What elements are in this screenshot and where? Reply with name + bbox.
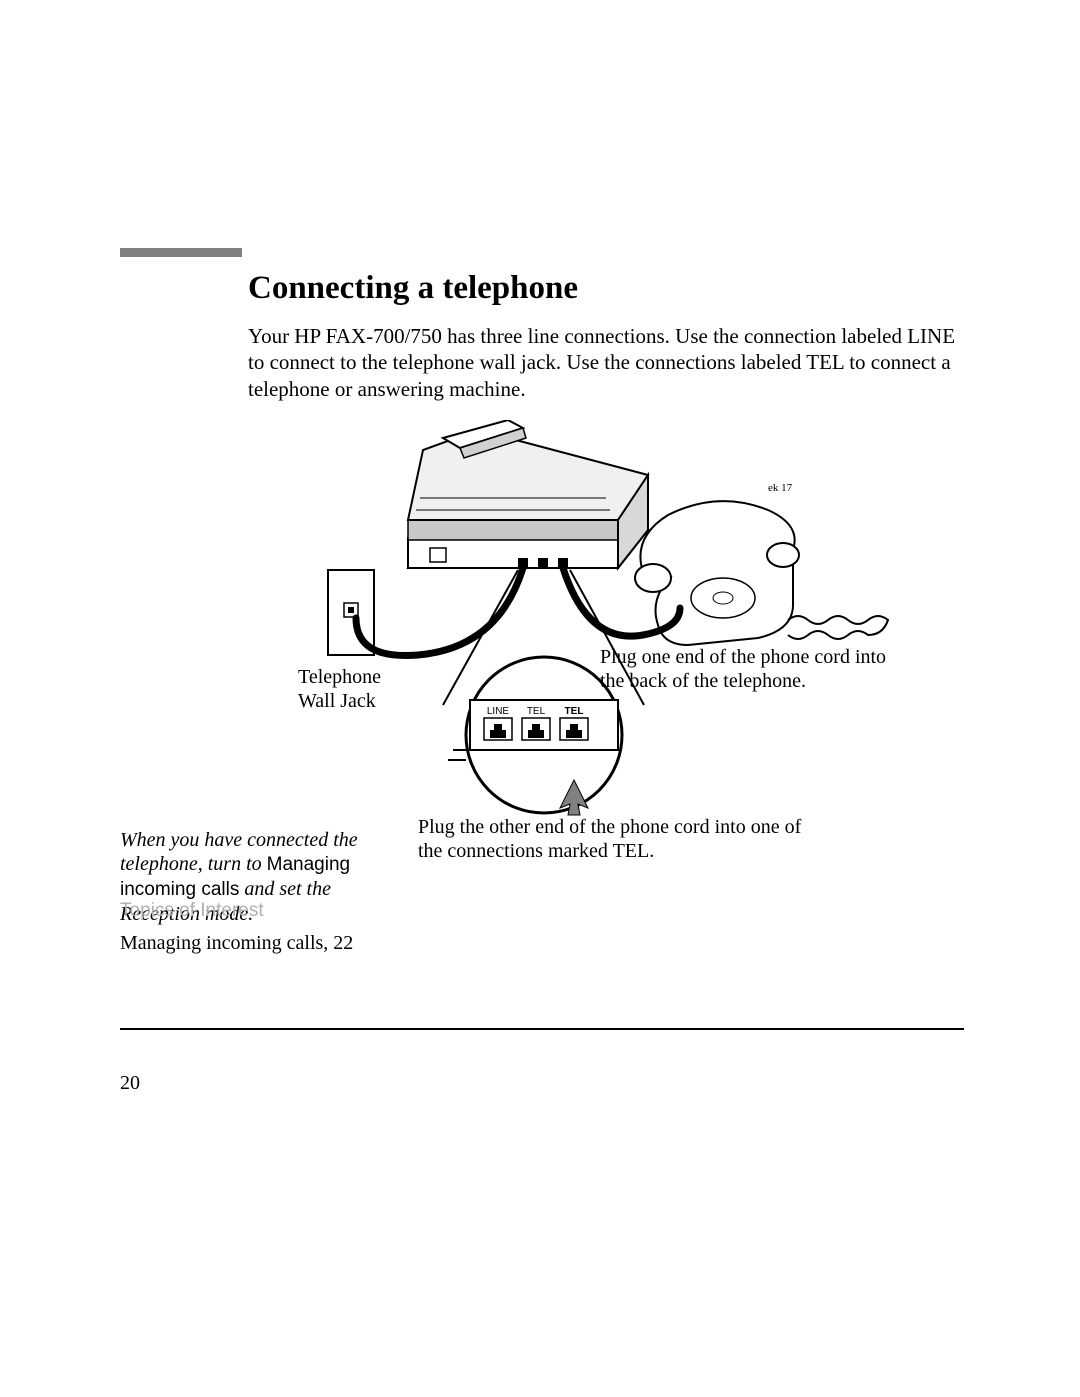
line-cable: [356, 568, 523, 656]
port-label-tel2: TEL: [565, 706, 584, 717]
intro-paragraph: Your HP FAX-700/750 has three line conne…: [248, 323, 968, 402]
main-content: Connecting a telephone Your HP FAX-700/7…: [248, 270, 968, 860]
connection-diagram: ek 17: [248, 420, 968, 860]
manual-page: Connecting a telephone Your HP FAX-700/7…: [0, 0, 1080, 1397]
tel-port-caption: Plug the other end of the phone cord int…: [418, 815, 818, 863]
wall-jack-label: Telephone Wall Jack: [298, 665, 408, 713]
topics-of-interest-heading: Topics of Interest: [120, 900, 264, 922]
page-number: 20: [120, 1072, 140, 1095]
diagram-svg: LINE TEL TEL: [248, 420, 968, 860]
topics-item: Managing incoming calls, 22: [120, 932, 353, 955]
port-label-tel1: TEL: [527, 706, 546, 717]
bottom-separator-rule: [120, 1028, 964, 1030]
phone-cord-caption: Plug one end of the phone cord into the …: [600, 645, 890, 693]
fax-machine-icon: [408, 420, 648, 568]
section-heading: Connecting a telephone: [248, 270, 968, 307]
port-label-line: LINE: [487, 706, 510, 717]
top-separator-rule: [120, 248, 242, 257]
